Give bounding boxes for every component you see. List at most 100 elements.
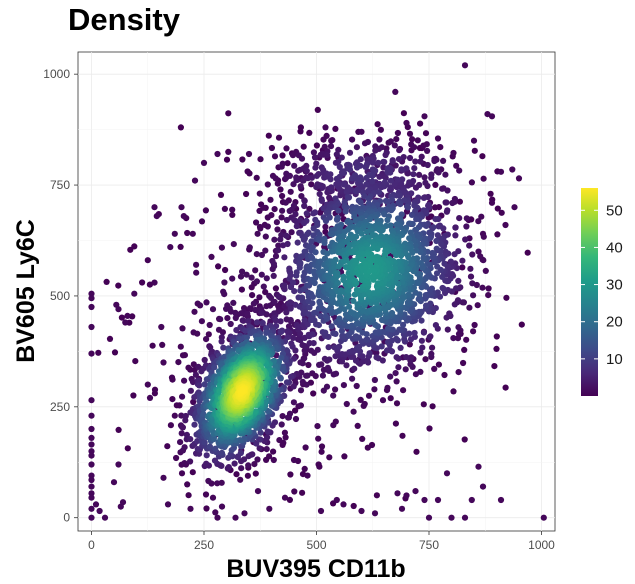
data-point: [350, 502, 357, 510]
data-point: [287, 471, 294, 478]
data-point: [380, 304, 387, 311]
y-tick-label: 1000: [43, 67, 70, 81]
data-point: [335, 207, 342, 214]
data-point: [299, 378, 306, 385]
data-point: [279, 365, 286, 372]
data-point: [368, 441, 376, 449]
data-point: [455, 324, 462, 331]
data-point: [357, 199, 364, 206]
data-point: [201, 381, 208, 388]
data-point: [392, 420, 399, 427]
data-point: [259, 319, 266, 327]
data-point: [459, 257, 466, 264]
data-point: [101, 514, 109, 521]
data-point: [434, 496, 442, 504]
data-point: [378, 343, 385, 350]
data-point: [475, 463, 482, 470]
data-point: [263, 446, 270, 453]
data-point: [353, 333, 360, 340]
data-point: [315, 461, 322, 468]
data-point: [239, 156, 246, 163]
data-point: [256, 190, 263, 197]
data-point: [252, 470, 259, 477]
data-point: [423, 210, 430, 217]
data-point: [212, 445, 219, 452]
x-tick-label: 0: [88, 538, 95, 552]
data-point: [435, 361, 442, 368]
data-point: [422, 179, 429, 186]
data-point: [111, 349, 119, 356]
data-point: [440, 157, 447, 164]
y-tick-label: 500: [50, 289, 70, 303]
data-point: [267, 196, 274, 203]
data-point: [249, 292, 256, 299]
data-point: [169, 396, 176, 403]
data-point: [342, 208, 349, 215]
data-point: [206, 443, 213, 450]
data-point: [263, 275, 270, 282]
data-point: [294, 176, 301, 183]
data-point: [471, 147, 478, 154]
data-point: [322, 223, 329, 230]
data-point: [407, 336, 415, 343]
data-point: [187, 436, 194, 443]
data-point: [392, 88, 399, 95]
data-point: [253, 174, 260, 181]
data-point: [424, 161, 431, 169]
data-point: [351, 365, 358, 372]
data-point: [455, 277, 462, 284]
data-point: [241, 510, 248, 517]
data-point: [434, 135, 442, 142]
data-point: [292, 211, 299, 218]
data-point: [461, 346, 468, 353]
data-point: [461, 62, 469, 69]
data-point: [277, 328, 284, 336]
data-point: [244, 168, 251, 175]
data-point: [177, 439, 184, 446]
data-point: [222, 266, 229, 274]
data-point: [303, 162, 310, 169]
data-point: [463, 215, 470, 222]
data-point: [357, 174, 364, 181]
data-point: [477, 253, 484, 260]
data-point: [413, 448, 420, 455]
data-point: [254, 488, 262, 495]
data-point: [110, 479, 118, 486]
data-point: [297, 402, 304, 409]
data-point: [451, 251, 458, 258]
data-point: [183, 431, 190, 438]
data-point: [258, 309, 265, 316]
data-point: [88, 461, 95, 468]
data-point: [429, 254, 436, 261]
data-point: [304, 372, 311, 379]
data-point: [412, 289, 419, 296]
data-point: [412, 488, 419, 495]
data-point: [340, 181, 347, 188]
data-point: [301, 355, 308, 362]
data-point: [242, 327, 249, 334]
data-point: [205, 331, 212, 338]
data-point: [384, 384, 391, 391]
data-point: [301, 269, 308, 276]
data-point: [447, 258, 454, 265]
data-point: [297, 183, 304, 190]
data-point: [322, 329, 329, 336]
data-point: [358, 507, 365, 515]
data-point: [92, 501, 100, 508]
data-point: [358, 128, 365, 135]
data-point: [393, 400, 401, 407]
data-point: [474, 302, 481, 309]
data-point: [301, 202, 308, 210]
data-point: [253, 278, 260, 285]
data-point: [88, 472, 95, 479]
data-point: [214, 480, 221, 487]
data-point: [160, 474, 167, 481]
data-point: [466, 304, 473, 311]
data-point: [322, 124, 329, 131]
data-point: [196, 382, 203, 389]
data-point: [328, 137, 335, 144]
data-point: [286, 172, 293, 179]
data-point: [303, 217, 310, 224]
data-point: [88, 425, 95, 433]
data-point: [302, 444, 309, 451]
